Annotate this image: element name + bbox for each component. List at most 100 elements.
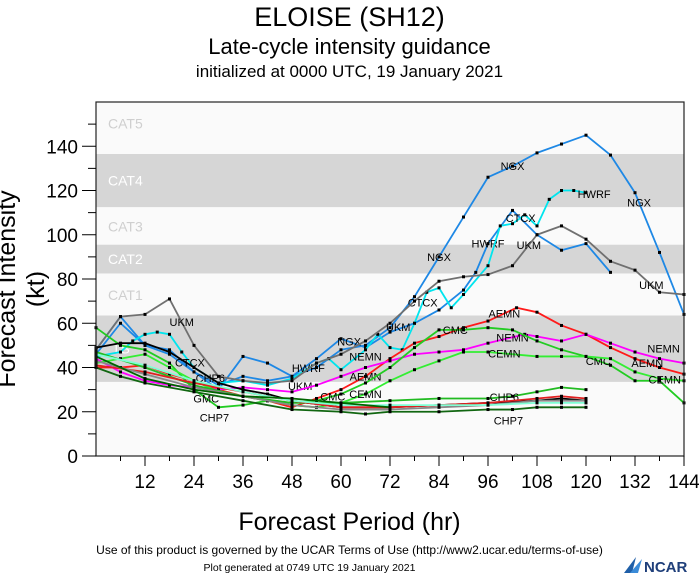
data-point xyxy=(437,335,441,339)
data-point xyxy=(388,330,392,334)
series-line xyxy=(95,359,586,411)
series-label: NEMN xyxy=(349,352,381,364)
data-point xyxy=(437,350,441,354)
series-label: CEMN xyxy=(488,348,520,360)
data-point xyxy=(584,237,588,241)
data-point xyxy=(535,396,539,400)
data-point xyxy=(119,321,122,325)
series-line xyxy=(95,364,587,409)
data-point xyxy=(462,350,465,354)
data-point xyxy=(413,368,416,372)
data-point xyxy=(486,326,490,330)
data-point xyxy=(364,392,367,396)
data-point xyxy=(437,286,441,290)
data-point xyxy=(658,366,661,369)
data-point xyxy=(168,366,171,369)
data-point xyxy=(609,341,612,345)
data-point xyxy=(143,341,147,345)
data-point xyxy=(119,315,122,319)
data-point xyxy=(560,405,563,409)
svg-text:NCAR: NCAR xyxy=(644,559,687,575)
data-point xyxy=(535,224,539,228)
data-point xyxy=(119,343,122,347)
data-point xyxy=(339,408,343,412)
data-point xyxy=(633,350,637,354)
data-point xyxy=(547,197,551,201)
data-point xyxy=(560,396,563,400)
data-point xyxy=(364,339,367,343)
data-point xyxy=(486,175,490,179)
data-point xyxy=(535,401,539,405)
x-tick-label: 72 xyxy=(379,472,400,493)
data-point xyxy=(290,377,294,381)
data-point xyxy=(584,133,588,137)
series-label: CMC xyxy=(443,325,468,337)
data-point xyxy=(535,233,539,237)
data-point xyxy=(266,388,269,392)
x-tick-label: 36 xyxy=(232,472,253,493)
category-band xyxy=(96,244,684,274)
data-point xyxy=(315,396,318,400)
data-point xyxy=(364,412,367,416)
data-point xyxy=(241,403,245,407)
data-point xyxy=(511,164,514,168)
category-band xyxy=(96,153,684,208)
x-tick-label: 84 xyxy=(428,472,450,493)
data-point xyxy=(131,339,135,343)
series-label: CEMN xyxy=(349,389,381,401)
data-point xyxy=(437,403,441,407)
data-point xyxy=(339,348,343,352)
data-point xyxy=(241,399,245,403)
data-point xyxy=(572,189,576,192)
y-tick-label: 40 xyxy=(57,359,78,380)
data-point xyxy=(364,381,367,385)
series-label: NGX xyxy=(427,252,452,264)
data-point xyxy=(143,372,147,376)
data-point xyxy=(388,359,392,363)
data-point xyxy=(119,370,122,374)
data-point xyxy=(515,306,519,310)
data-point xyxy=(437,255,441,259)
data-point xyxy=(180,350,184,354)
data-point xyxy=(486,341,490,345)
series-label: HWRF xyxy=(472,239,505,251)
data-point xyxy=(658,377,661,381)
data-point xyxy=(143,348,147,352)
series-label: CMC xyxy=(320,391,345,403)
data-point xyxy=(560,323,563,327)
data-point xyxy=(364,374,367,378)
data-point xyxy=(217,374,220,378)
data-point xyxy=(449,306,453,310)
data-point xyxy=(437,279,441,283)
data-point xyxy=(511,328,514,332)
data-point xyxy=(658,290,661,294)
series-label: CTCX xyxy=(506,213,537,225)
data-point xyxy=(462,328,465,332)
data-point xyxy=(584,242,588,246)
data-point xyxy=(486,401,490,405)
data-point xyxy=(388,357,392,361)
series-label: NGX xyxy=(337,337,362,349)
data-point xyxy=(486,350,490,354)
data-point xyxy=(290,403,294,407)
data-point xyxy=(168,332,171,336)
x-tick-label: 60 xyxy=(330,472,351,493)
data-point xyxy=(315,383,318,387)
data-point xyxy=(364,366,367,369)
data-point xyxy=(535,310,539,314)
data-point xyxy=(143,377,147,381)
data-point xyxy=(290,405,294,409)
data-point xyxy=(658,250,661,254)
data-point xyxy=(511,408,514,412)
x-tick-label: 144 xyxy=(668,472,699,493)
data-point xyxy=(388,366,392,369)
data-point xyxy=(462,288,465,292)
data-point xyxy=(462,215,465,219)
y-tick-label: 140 xyxy=(46,137,78,158)
data-point xyxy=(290,390,294,394)
y-tick-label: 100 xyxy=(46,226,78,247)
data-point xyxy=(511,264,514,268)
data-point xyxy=(143,370,147,374)
data-point xyxy=(143,366,147,369)
